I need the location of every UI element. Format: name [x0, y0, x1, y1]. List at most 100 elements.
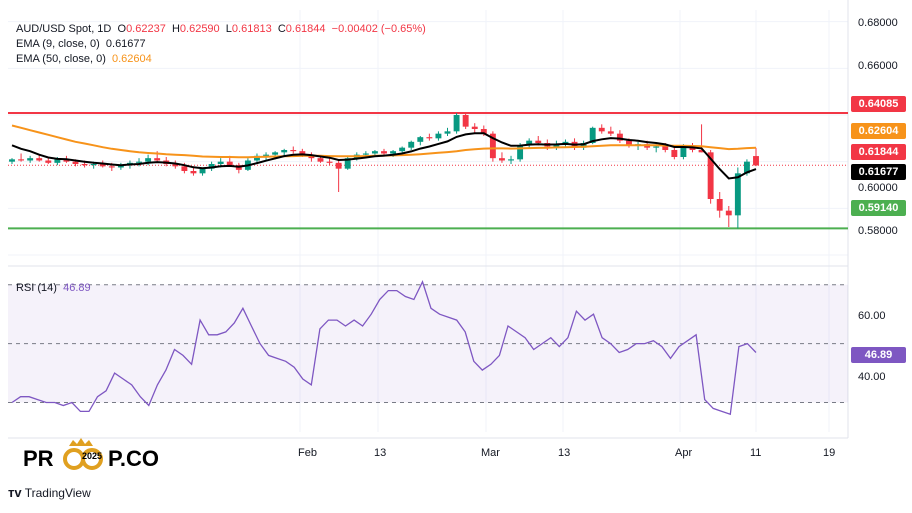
- candle-body: [81, 164, 88, 166]
- rsi-label: RSI (14): [16, 282, 57, 294]
- candle-body: [653, 146, 660, 148]
- candle-body: [381, 151, 387, 154]
- ema50-row: EMA (50, close, 0) 0.62604: [16, 52, 426, 67]
- candle-body: [662, 146, 669, 150]
- candle-body: [399, 147, 406, 152]
- candle-body: [117, 165, 124, 168]
- resistance-price-tag: 0.64085: [851, 96, 906, 112]
- ema-lines: [11, 124, 757, 180]
- candle-body: [290, 150, 297, 152]
- candle-body: [462, 115, 469, 127]
- candle-body: [707, 152, 714, 199]
- candle-body: [154, 158, 161, 161]
- rsi-pane: [8, 280, 848, 416]
- change-value: −0.00402 (−0.65%): [331, 23, 426, 35]
- time-axis-label: 13: [374, 447, 387, 459]
- candle-body: [471, 126, 478, 129]
- candle-body: [535, 140, 542, 143]
- candle-body: [272, 152, 279, 155]
- candle-body: [145, 158, 152, 162]
- watermark-logo-icon: [63, 438, 103, 470]
- candle-body: [453, 115, 460, 132]
- time-axis-label: Apr: [675, 447, 693, 459]
- candle-body: [335, 162, 342, 169]
- time-axis-label: Feb: [298, 447, 317, 459]
- time-axis-label: 11: [750, 447, 762, 459]
- candle-body: [263, 154, 269, 156]
- candle-body: [172, 164, 179, 167]
- candle-body: [199, 168, 206, 174]
- candle-body: [390, 151, 397, 154]
- ema9-price-tag: 0.61677: [851, 164, 906, 180]
- watermark-logo-left: PR: [23, 446, 54, 471]
- candle-body: [753, 156, 759, 166]
- candle-body: [99, 164, 106, 167]
- tradingview-branding: ᴛᴠ TradingView: [8, 485, 91, 500]
- candle-body: [499, 158, 505, 161]
- candle-body: [680, 146, 687, 157]
- ema9-value: 0.61677: [105, 38, 146, 50]
- low-value: 0.61813: [231, 23, 272, 35]
- open-value: 0.62237: [126, 23, 166, 35]
- candle-body: [90, 164, 97, 166]
- candle-body: [734, 173, 741, 216]
- candle-body: [136, 161, 142, 163]
- rsi-axis-label: 40.00: [858, 371, 886, 383]
- candle-body: [417, 137, 424, 142]
- last-price-tag: 0.61844: [851, 144, 906, 160]
- ema9-label: EMA (9, close, 0): [16, 38, 100, 50]
- high-value: 0.62590: [179, 23, 220, 35]
- candle-body: [72, 161, 79, 164]
- candle-body: [63, 159, 70, 162]
- candle-body: [698, 150, 705, 153]
- grid-lines: [8, 0, 849, 439]
- candle-body: [9, 159, 15, 162]
- candle-body: [181, 166, 188, 171]
- candle-body: [27, 158, 34, 161]
- candle-body: [725, 210, 732, 216]
- candle-body: [671, 150, 678, 157]
- candle-body: [580, 143, 587, 148]
- watermark-logo-right: P.CO: [108, 446, 159, 471]
- candle-body: [616, 133, 623, 141]
- time-axis-label: Mar: [481, 447, 500, 459]
- price-axis-label: 0.68000: [858, 17, 898, 29]
- candle-body: [317, 158, 324, 162]
- candle-body: [716, 199, 723, 211]
- candle-body: [18, 159, 25, 161]
- time-axis-label: 13: [558, 447, 571, 459]
- rsi-value: 46.89: [63, 282, 91, 294]
- ema50-price-tag: 0.62604: [851, 123, 906, 139]
- price-legend: AUD/USD Spot, 1D O0.62237 H0.62590 L0.61…: [16, 22, 426, 67]
- candle-body: [108, 166, 115, 168]
- candle-body: [598, 127, 605, 132]
- candlestick-series: [9, 112, 759, 229]
- price-axis-label: 0.66000: [858, 60, 898, 72]
- candle-body: [371, 151, 378, 154]
- candle-body: [344, 158, 351, 169]
- candle-body: [589, 127, 596, 143]
- candle-body: [54, 159, 61, 163]
- candle-body: [217, 161, 224, 164]
- candle-body: [408, 141, 415, 148]
- support-price-tag: 0.59140: [851, 200, 906, 216]
- candle-body: [489, 133, 496, 159]
- tradingview-text: TradingView: [24, 486, 91, 500]
- ema9-line: [11, 132, 757, 180]
- candle-body: [426, 137, 433, 139]
- candle-body: [190, 171, 197, 174]
- candle-body: [743, 161, 750, 174]
- price-axis-label: 0.58000: [858, 225, 898, 237]
- ema50-value: 0.62604: [112, 53, 152, 65]
- candle-body: [254, 155, 260, 161]
- candle-body: [226, 161, 233, 166]
- symbol-row: AUD/USD Spot, 1D O0.62237 H0.62590 L0.61…: [16, 23, 426, 35]
- candle-body: [36, 158, 43, 161]
- candle-body: [362, 153, 369, 155]
- candle-body: [526, 140, 533, 146]
- watermark-year: 2025: [82, 451, 103, 461]
- tradingview-icon: ᴛᴠ: [8, 485, 22, 500]
- ema50-label: EMA (50, close, 0): [16, 53, 106, 65]
- candle-body: [45, 160, 52, 163]
